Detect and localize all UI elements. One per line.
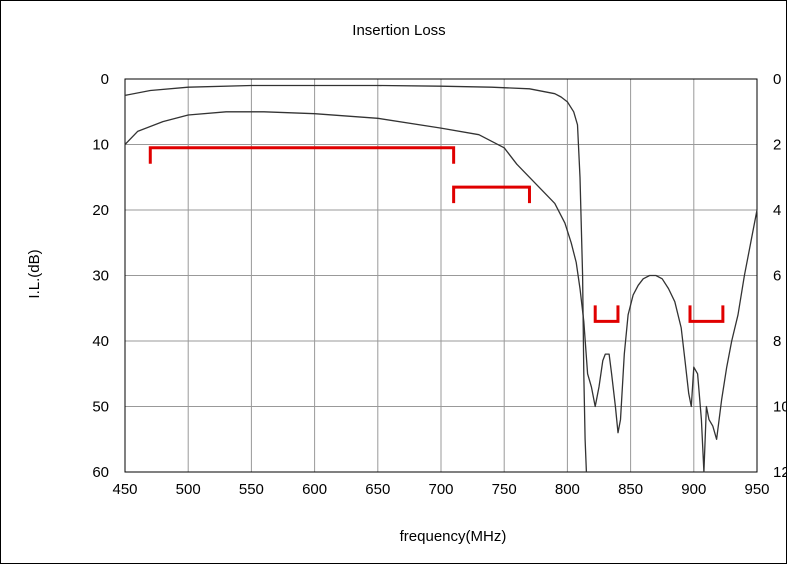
x-tick-label: 550 — [239, 481, 264, 498]
y-tick-label: 0 — [101, 71, 109, 88]
spec-mark-1 — [148, 146, 456, 164]
x-tick-label: 650 — [365, 481, 390, 498]
y-tick-label: 20 — [92, 202, 109, 219]
series-line-1 — [124, 84, 588, 473]
y2-tick-label: 10 — [773, 399, 787, 416]
x-tick-label: 500 — [176, 481, 201, 498]
plot-border — [124, 78, 758, 473]
y2-tick-label: 8 — [773, 333, 781, 350]
x-tick-label: 750 — [492, 481, 517, 498]
series-line-2 — [124, 111, 758, 473]
ticks-layer: 450 500 550 600 650 700 750 800 850 900 9500102030… — [92, 71, 787, 498]
spec-mark-2 — [452, 185, 531, 204]
x-tick-label: 950 — [744, 481, 769, 498]
x-tick-label: 600 — [302, 481, 327, 498]
grid — [125, 79, 757, 472]
y-axis-label: I.L.(dB) — [26, 249, 43, 298]
chart-title: Insertion Loss — [352, 22, 445, 39]
y-tick-label: 10 — [92, 137, 109, 154]
x-tick-label: 450 — [112, 481, 137, 498]
y-tick-label: 50 — [92, 399, 109, 416]
y2-tick-label: 6 — [773, 268, 781, 285]
y2-tick-label: 0 — [773, 71, 781, 88]
y2-tick-label: 12 — [773, 464, 787, 481]
y2-tick-label: 4 — [773, 202, 781, 219]
x-tick-label: 800 — [555, 481, 580, 498]
y-tick-label: 30 — [92, 268, 109, 285]
series-layer — [124, 84, 758, 473]
x-tick-label: 900 — [681, 481, 706, 498]
y2-tick-label: 2 — [773, 137, 781, 154]
y-tick-label: 40 — [92, 333, 109, 350]
x-tick-label: 700 — [428, 481, 453, 498]
x-axis-label: frequency(MHz) — [400, 528, 507, 545]
spec-mark-4 — [688, 305, 725, 323]
spec-marks-layer — [148, 146, 725, 323]
spec-mark-3 — [593, 305, 620, 323]
y-tick-label: 60 — [92, 464, 109, 481]
x-tick-label: 850 — [618, 481, 643, 498]
